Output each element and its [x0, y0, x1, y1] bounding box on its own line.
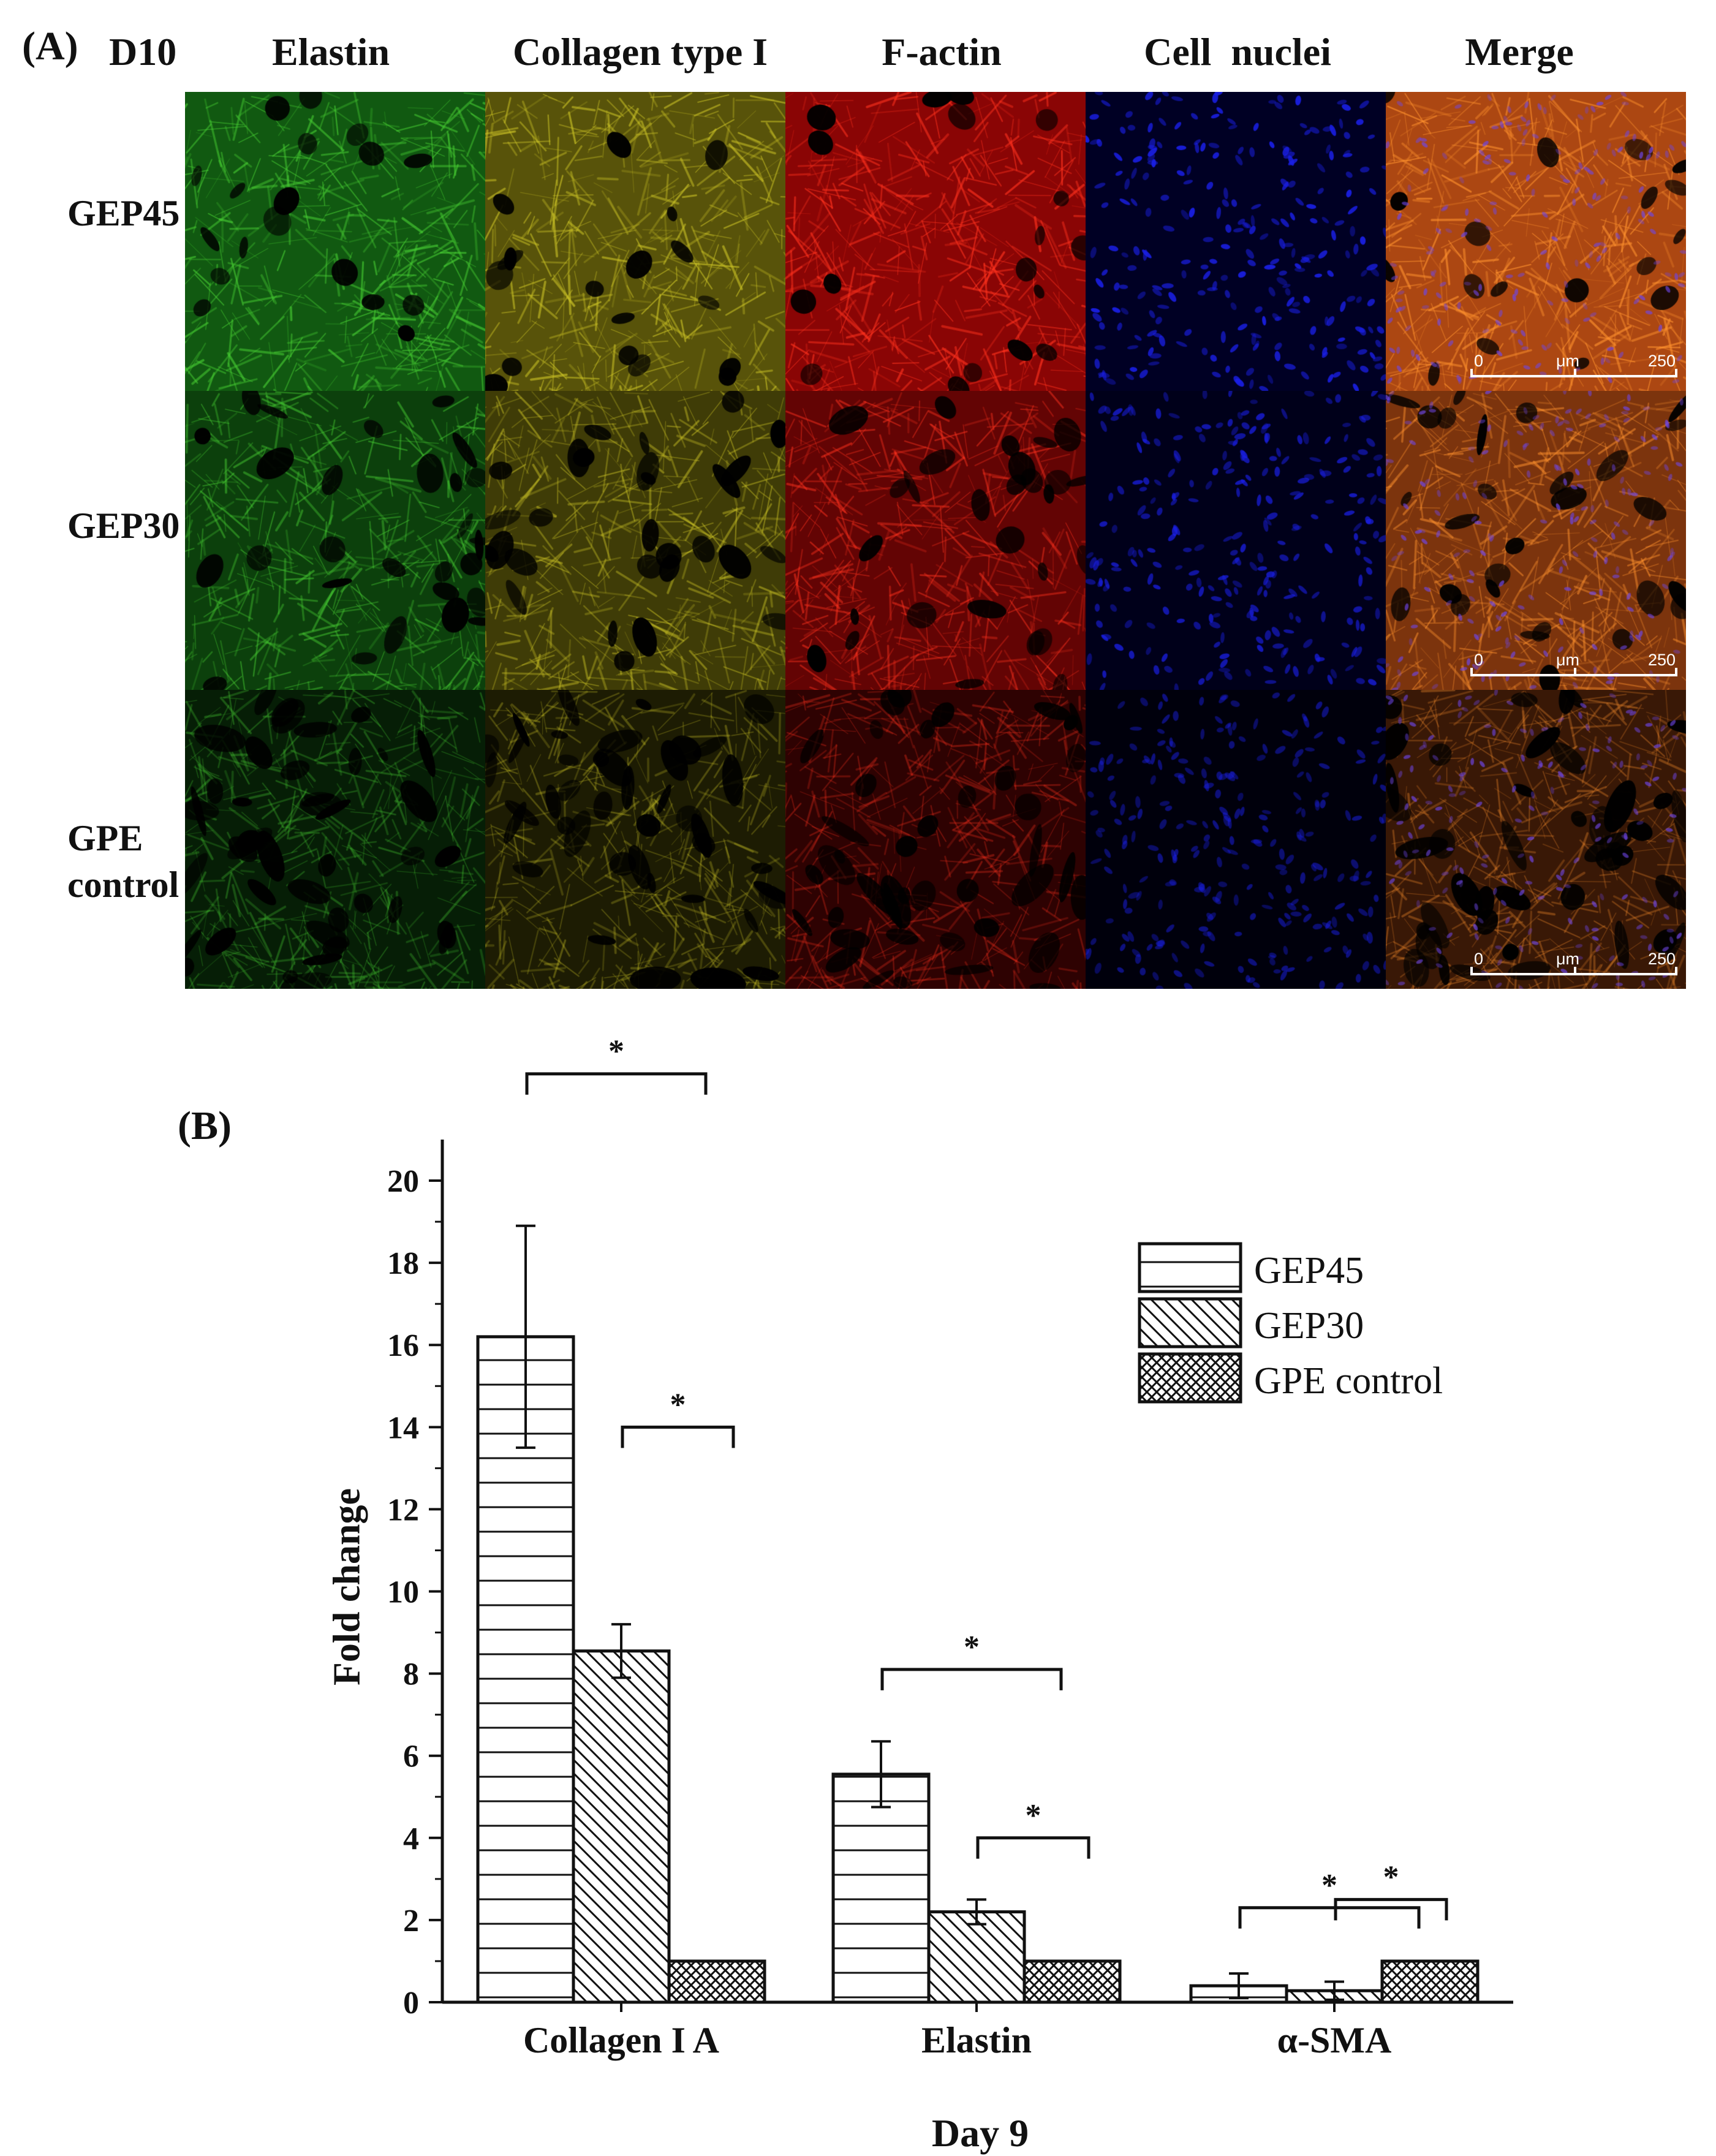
- scale-start-label: 0: [1474, 950, 1484, 968]
- micrograph-r3-c2: [485, 690, 785, 989]
- panel-a-label: (A): [22, 24, 78, 69]
- column-header-3: F-actin: [882, 30, 1002, 74]
- micrograph-r3-c3: [785, 690, 1086, 989]
- x-category-label: Elastin: [921, 2020, 1032, 2060]
- x-axis-title: Day 9: [931, 2111, 1029, 2155]
- micrograph-r3-c1: [185, 690, 485, 989]
- significance-star: *: [1026, 1798, 1041, 1833]
- bar-2-2: [927, 1910, 1026, 2004]
- scale-end-label: 250: [1648, 352, 1676, 370]
- scale-bar: 0 μm 250: [1470, 651, 1679, 684]
- significance-bracket: [621, 1425, 735, 1448]
- legend-swatch: [1138, 1352, 1242, 1404]
- micrograph-r3-c4: [1086, 690, 1386, 989]
- row-label-1: GEP45: [67, 193, 180, 233]
- significance-bracket: [1334, 1897, 1448, 1921]
- scale-unit-label: μm: [1556, 651, 1580, 669]
- y-tick-label: 20: [387, 1164, 419, 1199]
- significance-star: *: [1383, 1859, 1399, 1894]
- scale-end-label: 250: [1648, 651, 1676, 669]
- scale-unit-label: μm: [1556, 950, 1580, 968]
- micrograph-r1-c3: [785, 92, 1086, 391]
- column-header-5: Merge: [1465, 30, 1574, 74]
- significance-bracket: [1238, 1906, 1421, 1929]
- y-tick-label: 6: [403, 1739, 419, 1774]
- micrograph-r2-c3: [785, 391, 1086, 690]
- y-tick-label: 2: [403, 1904, 419, 1939]
- timepoint-label: D10: [109, 30, 177, 74]
- row-label-3: GPE control: [67, 818, 180, 905]
- bar-1-2: [831, 1772, 931, 2004]
- legend-label: GEP45: [1254, 1250, 1364, 1292]
- micrograph-r3-c5: [1386, 690, 1686, 989]
- bar-3-1: [667, 1959, 766, 2004]
- x-category-label: α-SMA: [1277, 2020, 1392, 2060]
- bar-2-1: [572, 1649, 671, 2004]
- micrograph-r2-c4: [1086, 391, 1386, 690]
- scale-unit-label: μm: [1556, 352, 1580, 370]
- significance-star: *: [670, 1387, 686, 1422]
- micrograph-r2-c1: [185, 391, 485, 690]
- scale-bar: 0 μm 250: [1470, 352, 1679, 385]
- bar-3-3: [1380, 1959, 1480, 2004]
- micrograph-r2-c5: [1386, 391, 1686, 690]
- y-tick-label: 0: [403, 1986, 419, 2021]
- significance-bracket: [525, 1072, 708, 1095]
- micrograph-r1-c5: [1386, 92, 1686, 391]
- significance-bracket: [880, 1668, 1063, 1690]
- legend-label: GEP30: [1254, 1305, 1364, 1347]
- scale-start-label: 0: [1474, 352, 1484, 370]
- column-header-1: Elastin: [271, 30, 390, 74]
- micrograph-r1-c2: [485, 92, 785, 391]
- y-tick-label: 8: [403, 1657, 419, 1692]
- y-axis-title: Fold change: [326, 1488, 368, 1686]
- y-tick-label: 14: [387, 1410, 419, 1445]
- y-tick-label: 4: [403, 1821, 419, 1856]
- column-header-4: Cell nuclei: [1144, 30, 1331, 74]
- column-header-2: Collagen type I: [513, 30, 768, 74]
- row-label-2: GEP30: [67, 505, 180, 546]
- micrograph-r2-c2: [485, 391, 785, 690]
- significance-bracket: [976, 1836, 1090, 1859]
- significance-star: *: [964, 1630, 980, 1665]
- scale-start-label: 0: [1474, 651, 1484, 669]
- micrograph-r1-c4: [1086, 92, 1386, 391]
- y-tick-label: 18: [387, 1246, 419, 1281]
- micrograph-r1-c1: [185, 92, 485, 391]
- legend-label: GPE control: [1254, 1360, 1443, 1402]
- x-category-label: Collagen I A: [523, 2020, 719, 2060]
- scale-bar: 0 μm 250: [1470, 950, 1679, 983]
- significance-star: *: [608, 1034, 624, 1069]
- legend-swatch: [1138, 1242, 1242, 1293]
- y-tick-label: 10: [387, 1575, 419, 1610]
- legend-swatch: [1138, 1297, 1242, 1348]
- panel-b-label: (B): [178, 1103, 232, 1148]
- significance-star: *: [1321, 1868, 1337, 1903]
- y-tick-label: 12: [387, 1492, 419, 1527]
- bar-3-2: [1022, 1959, 1122, 2004]
- scale-end-label: 250: [1648, 950, 1676, 968]
- y-tick-label: 16: [387, 1328, 419, 1363]
